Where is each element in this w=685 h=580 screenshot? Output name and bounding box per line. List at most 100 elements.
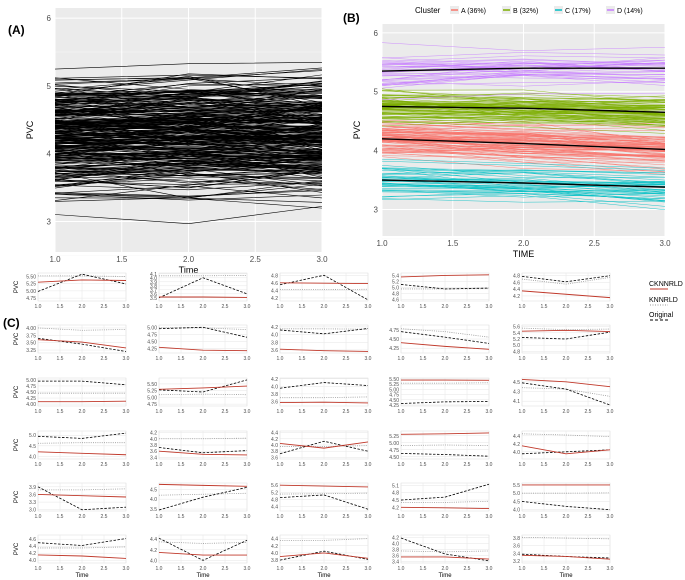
panel-a-label: (A) bbox=[8, 23, 25, 37]
x-tick-label: 2.5 bbox=[222, 356, 229, 362]
cluster-trajectory bbox=[381, 128, 666, 141]
x-tick-label: 1.5 bbox=[57, 304, 64, 310]
x-tick-label: 1.0 bbox=[277, 304, 284, 310]
trajectory-line bbox=[54, 197, 323, 209]
small-multiple-panel: 4.24.54.8 5.1 1.0 1.5 2.0 2.5 3.0 bbox=[392, 482, 493, 520]
y-tick-label: 5.50 bbox=[147, 382, 157, 388]
original-line bbox=[400, 331, 490, 344]
cknnrld-line bbox=[37, 554, 127, 559]
trajectory-line bbox=[54, 110, 323, 112]
trajectory-line bbox=[54, 157, 323, 167]
trajectory-line bbox=[54, 123, 323, 143]
y-tick-label: 5.2 bbox=[392, 279, 399, 285]
trajectory-line bbox=[54, 98, 323, 104]
x-tick-label: 3.0 bbox=[486, 356, 493, 362]
y-tick-label: 4.4 bbox=[513, 434, 520, 440]
x-tick-label: 1.0 bbox=[376, 239, 388, 248]
y-tick-label: 4.5 bbox=[392, 498, 399, 504]
small-multiple-panel: 4.504.755.005.25 1.0 1.5 2.0 2.5 3.0 bbox=[389, 430, 493, 468]
x-tick-label: 2.0 bbox=[200, 514, 207, 520]
y-tick-label: 4.8 bbox=[513, 349, 520, 355]
y-tick-label: 3.75 bbox=[26, 333, 36, 339]
x-tick-label: 3.0 bbox=[486, 304, 493, 310]
x-tick-label: 1.0 bbox=[156, 514, 163, 520]
trajectory-line bbox=[54, 166, 323, 177]
cluster-trajectory bbox=[381, 62, 666, 70]
y-tick-label: 4.25 bbox=[147, 347, 157, 353]
y-tick-label: 4.1 bbox=[150, 272, 157, 278]
x-tick-label: 2.0 bbox=[442, 514, 449, 520]
cluster-trajectory bbox=[381, 158, 666, 169]
y-tick-label: 3.5 bbox=[150, 507, 157, 513]
cluster-trajectory bbox=[381, 94, 666, 106]
x-tick-label: 2.5 bbox=[585, 409, 592, 415]
y-tick-label: 5.25 bbox=[389, 434, 399, 440]
x-tick-label: 1.5 bbox=[57, 356, 64, 362]
x-tick-label: 1.0 bbox=[35, 566, 42, 572]
x-tick-label: 1.0 bbox=[519, 566, 526, 572]
y-tick-label: 5.00 bbox=[147, 395, 157, 401]
y-tick-label: 5.0 bbox=[513, 491, 520, 497]
y-tick-label: 5.00 bbox=[26, 378, 36, 384]
cluster-trajectory bbox=[381, 145, 666, 151]
x-tick-label: 3.0 bbox=[123, 409, 130, 415]
cluster-trajectory bbox=[381, 195, 666, 210]
chart-b-legend: Cluster A (36%) B (32%) C (17%) D (14%) bbox=[415, 6, 643, 15]
y-tick-label: 4.5 bbox=[513, 380, 520, 386]
y-tick-label: 5.00 bbox=[26, 289, 36, 295]
knnrld-line bbox=[37, 442, 126, 444]
cluster-trajectory bbox=[381, 133, 666, 147]
cluster-trajectory bbox=[381, 112, 666, 124]
cknnrld-line bbox=[158, 450, 248, 456]
cknnrld-line bbox=[37, 494, 127, 498]
original-line bbox=[158, 277, 248, 299]
knnrld-line bbox=[279, 492, 369, 495]
small-multiple-panel: 4.2 4.44.6 4.8 1.0 1.5 2.0 2.5 3.0 bbox=[271, 272, 372, 310]
x-tick-label: 3.0 bbox=[486, 409, 493, 415]
cluster-series-group bbox=[381, 42, 666, 100]
x-tick-label: 1.0 bbox=[156, 304, 163, 310]
y-tick-label: 3.6 bbox=[513, 544, 520, 550]
cluster-trajectory bbox=[381, 139, 666, 152]
small-multiple-panel: 4.4 4.85.25.6 1.0 1.5 2.0 2.5 3.0 bbox=[271, 482, 372, 520]
y-tick-label: 4.4 bbox=[150, 537, 157, 543]
y-tick-label: 5.50 bbox=[389, 377, 399, 383]
x-tick-label: 1.5 bbox=[299, 409, 306, 415]
cluster-trajectory bbox=[381, 152, 666, 175]
trajectory-line bbox=[54, 110, 323, 123]
original-line bbox=[279, 440, 369, 455]
x-tick-label: 2.0 bbox=[200, 304, 207, 310]
cluster-trajectory bbox=[381, 125, 666, 138]
small-multiple-panel: 4.0 4.5 5.0 1.0 1.5 2.0 2.5 3.0 PVC bbox=[14, 430, 130, 468]
y-tick-label: 4.75 bbox=[389, 328, 399, 334]
cluster-trajectory bbox=[381, 105, 666, 113]
cknnrld-line bbox=[37, 279, 127, 283]
knnrld-line bbox=[158, 541, 248, 544]
x-tick-label: 1.0 bbox=[398, 514, 405, 520]
cluster-trajectory bbox=[381, 112, 666, 118]
trajectory-line bbox=[54, 112, 323, 129]
trajectory-line bbox=[54, 122, 323, 129]
x-tick-label: 2.5 bbox=[343, 356, 350, 362]
knnrld-line bbox=[159, 327, 248, 330]
original-line bbox=[37, 432, 127, 439]
knnrld-line bbox=[158, 492, 248, 496]
x-tick-label: 2.5 bbox=[101, 304, 108, 310]
cknnrld-line bbox=[401, 556, 490, 560]
y-tick-label: 5 bbox=[47, 82, 52, 91]
x-tick-label: 1.0 bbox=[156, 566, 163, 572]
y-tick-label: 3.5 bbox=[150, 296, 157, 302]
cknnrld-line bbox=[521, 554, 611, 560]
original-line bbox=[521, 331, 611, 340]
cluster-trajectory bbox=[381, 117, 666, 124]
y-tick-label: 4.00 bbox=[26, 326, 36, 332]
panel-b-label: (B) bbox=[343, 11, 360, 25]
x-tick-label: 2.0 bbox=[79, 409, 86, 415]
original-line bbox=[38, 380, 127, 386]
x-axis-label: Time bbox=[75, 573, 89, 579]
small-multiple-panel: 4.64.85.05.25.4 1.0 1.5 2.0 2.5 3.0 bbox=[392, 272, 493, 310]
cknnrld-line bbox=[400, 274, 490, 278]
cluster-trajectory bbox=[381, 94, 666, 102]
cluster-trajectory bbox=[381, 59, 666, 72]
x-tick-label: 3.0 bbox=[607, 304, 614, 310]
